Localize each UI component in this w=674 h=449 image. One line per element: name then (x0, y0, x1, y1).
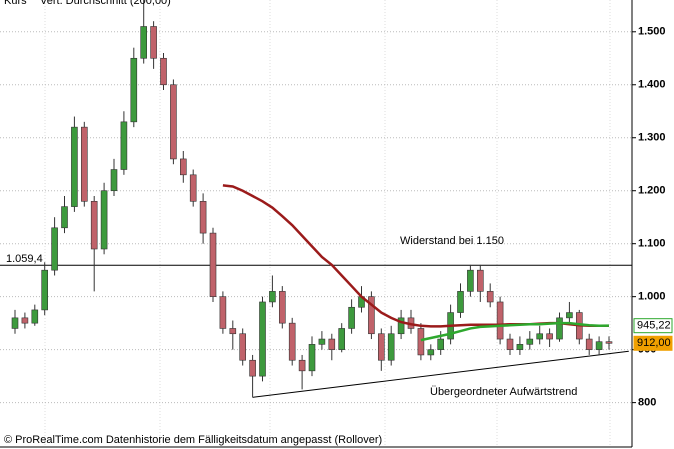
candle-body (387, 333, 395, 361)
candle-body (427, 349, 435, 356)
candle-body (259, 301, 266, 377)
last-value-label: 912,00 (637, 337, 671, 349)
candle-body (298, 359, 306, 372)
candle-body (209, 232, 217, 297)
candle-body (120, 121, 128, 170)
candle-body (100, 190, 108, 250)
candle-body (328, 338, 336, 350)
candle-body (377, 333, 385, 361)
y-tick-label: 1.000 (638, 291, 666, 303)
candle-body (506, 338, 514, 350)
candle-body (180, 158, 187, 176)
candle-body (31, 309, 39, 324)
candle-body (476, 269, 484, 292)
candle-body (556, 317, 563, 340)
candle-body (496, 301, 504, 340)
candle-body (81, 126, 88, 202)
candle-body (457, 291, 464, 313)
annotation: Übergeordneter Aufwärtstrend (430, 386, 577, 398)
last-value-label: 945,22 (637, 320, 671, 332)
candle-body (338, 328, 346, 350)
candle-body (368, 296, 375, 335)
candle-body (219, 296, 227, 329)
y-tick-label: 1.400 (638, 79, 666, 91)
candle-body (71, 126, 78, 207)
candle-body (318, 338, 326, 345)
candle-body (140, 26, 147, 59)
last-value-box (633, 318, 673, 334)
candle-body (249, 359, 256, 377)
candle-body (269, 291, 276, 303)
candle-body (526, 338, 534, 345)
candle-body (348, 306, 355, 329)
candle-body (595, 341, 603, 350)
y-tick-label: 1.500 (638, 26, 666, 38)
candle-body (546, 333, 553, 340)
candle-body (536, 333, 544, 340)
candle-body (467, 269, 474, 292)
candle-body (150, 26, 157, 59)
y-tick-label: 1.200 (638, 185, 666, 197)
vertical-grid (44, 0, 611, 447)
candle-body (170, 84, 177, 160)
y-tick-label: 1.100 (638, 238, 666, 250)
candle-body (11, 317, 19, 329)
candle-body (130, 57, 138, 123)
candle-body (21, 317, 29, 324)
legend-entry: Kurs (4, 0, 27, 7)
candle-body (566, 312, 573, 319)
candle-body (417, 328, 425, 356)
candle-body (288, 322, 296, 361)
candle-body (239, 333, 246, 361)
y-tick-label: 800 (638, 397, 656, 409)
candle-body (189, 174, 197, 202)
candle-body (486, 291, 494, 303)
candle-body (90, 201, 98, 250)
legend-entry: Vert. Durchschnitt (200,00) (40, 0, 171, 7)
annotation: Widerstand bei 1.150 (400, 235, 504, 247)
candle-body (160, 57, 167, 86)
last-value-box (633, 335, 673, 351)
candle-body (516, 344, 524, 350)
candle-body (585, 338, 593, 350)
candle-body (61, 206, 68, 229)
candle-body (110, 169, 118, 192)
moving-average (420, 321, 610, 342)
candle-body (308, 344, 316, 372)
trend-line (252, 350, 629, 398)
candle-body (51, 227, 58, 271)
candle-body (397, 317, 405, 335)
candle-body (41, 269, 49, 311)
candle-body (605, 341, 613, 344)
candle-body (278, 291, 286, 324)
candle-body (199, 201, 207, 234)
footer: © ProRealTime.com Datenhistorie dem Fäll… (4, 434, 382, 446)
candle-body (437, 338, 445, 350)
y-tick-label: 1.300 (638, 132, 666, 144)
candle-body (229, 328, 237, 335)
resistance-label: 1.059,4 (6, 253, 43, 265)
